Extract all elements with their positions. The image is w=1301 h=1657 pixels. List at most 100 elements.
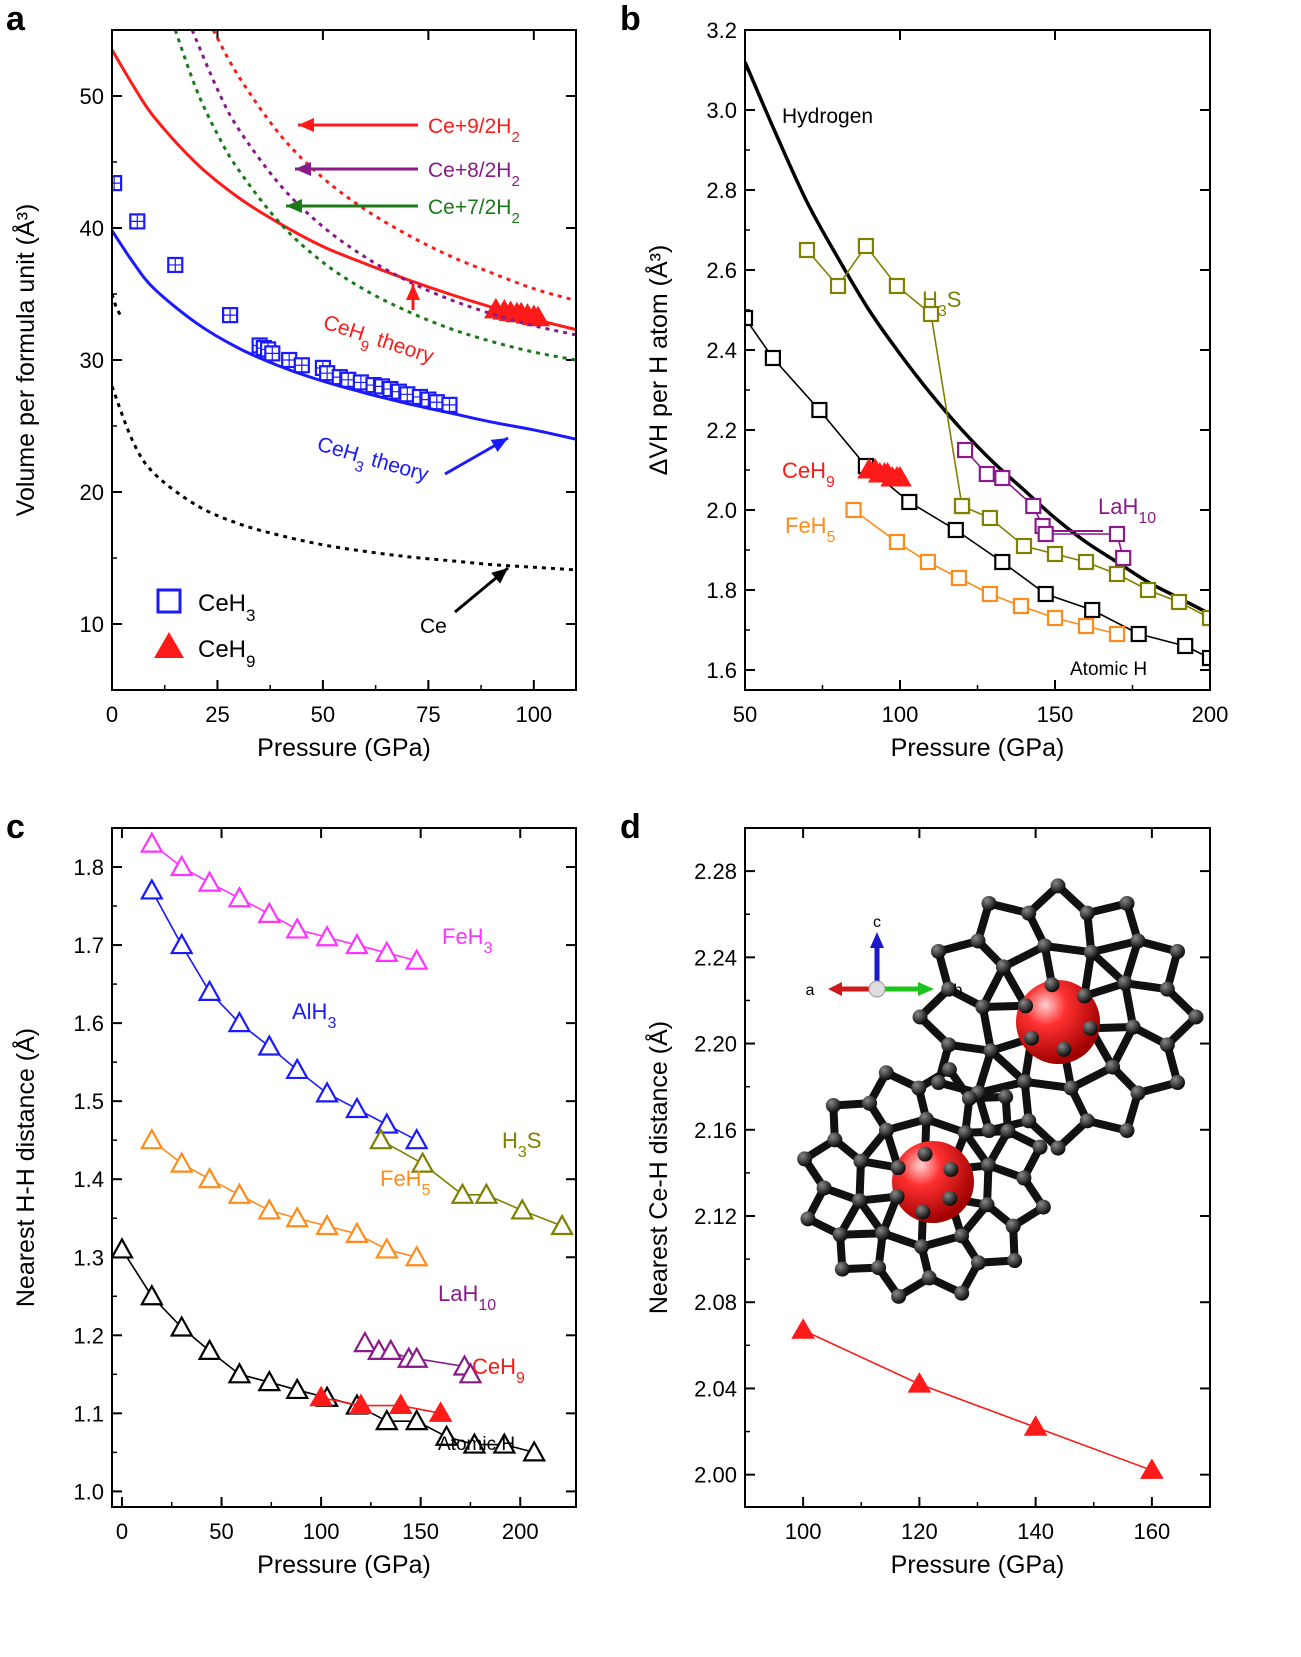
data-point xyxy=(404,948,429,970)
h-atom xyxy=(917,1146,933,1162)
data-point xyxy=(950,569,968,587)
plot-frame xyxy=(744,29,1211,691)
series-line xyxy=(320,1396,441,1415)
y-tick-label: 3.0 xyxy=(706,98,737,123)
axis-a-label: a xyxy=(806,982,815,999)
h-atom xyxy=(832,1227,848,1243)
series-line xyxy=(745,317,1210,659)
h-atom xyxy=(1125,1019,1141,1035)
series-h3s xyxy=(368,1127,574,1236)
x-tick-label: 0 xyxy=(106,702,118,727)
y-tick-label: 50 xyxy=(80,84,104,109)
data-point xyxy=(1170,593,1188,611)
data-point-cross xyxy=(130,214,145,229)
x-tick-label: 140 xyxy=(1017,1519,1054,1544)
arrow-ceh9-theory-head xyxy=(406,284,420,300)
h-atom xyxy=(1005,1218,1021,1234)
h-atom xyxy=(1119,895,1135,911)
data-point xyxy=(227,1182,252,1204)
annotation-ce: Ce xyxy=(420,615,447,638)
data-point xyxy=(798,241,816,259)
h-atom xyxy=(1021,1113,1037,1129)
h-atom xyxy=(878,1122,894,1138)
data-point xyxy=(285,1205,310,1228)
data-point xyxy=(434,1424,459,1446)
data-point xyxy=(550,1213,574,1236)
data-point xyxy=(169,932,194,955)
series-line xyxy=(853,509,1118,635)
series-atomic-h xyxy=(112,1237,547,1462)
h-atom xyxy=(834,1261,850,1277)
data-point xyxy=(510,1198,535,1220)
data-point xyxy=(309,1385,333,1407)
y-tick-label: 1.8 xyxy=(73,855,104,880)
h-atom xyxy=(1079,905,1095,921)
h-atom xyxy=(1117,975,1133,991)
cage-bond xyxy=(1067,1063,1117,1093)
x-tick-label: 100 xyxy=(882,702,919,727)
cage-bond xyxy=(1108,1023,1138,1072)
panel-a: a 0 25 50 75 100 10 20 30 40 50 Pressure (GPa) Volum… xyxy=(6,0,577,762)
h-atom xyxy=(1035,1199,1051,1215)
h-atom xyxy=(851,1193,867,1209)
series-feh5 xyxy=(845,501,1126,643)
y-tick-label: 1.7 xyxy=(73,933,104,958)
axis-b-label: b xyxy=(954,982,963,999)
data-point xyxy=(227,885,252,908)
x-tick-label: 150 xyxy=(402,1519,439,1544)
data-point xyxy=(458,1362,483,1384)
h-atom xyxy=(954,1228,970,1244)
y-tick-label: 2.24 xyxy=(694,945,737,970)
h-atom xyxy=(1119,1123,1135,1139)
cage-illustration: c b a xyxy=(797,878,1204,1304)
h-atom xyxy=(827,1132,843,1148)
series-atomic-h xyxy=(745,309,1210,667)
annotation-feh3: FeH3 xyxy=(442,924,493,957)
annotation-ceh9-theory: CeH9 theory xyxy=(318,311,437,376)
data-point xyxy=(829,277,847,295)
h-atom xyxy=(1063,1080,1079,1096)
x-tick-label: 100 xyxy=(303,1519,340,1544)
data-point xyxy=(197,979,222,1001)
data-point xyxy=(791,1318,815,1339)
data-point xyxy=(315,1081,339,1103)
y-tick-label: 2.6 xyxy=(706,258,737,283)
data-point xyxy=(981,585,999,603)
h-atom xyxy=(1130,1085,1146,1101)
h-atom xyxy=(983,1043,999,1059)
arrow-ceh3-theory-head xyxy=(490,438,508,453)
y-tick-label: 20 xyxy=(80,480,104,505)
plot-area xyxy=(112,30,576,572)
h-atom xyxy=(1018,998,1034,1014)
x-tick-label: 200 xyxy=(1192,702,1229,727)
arrow-ce-7-2h2-head xyxy=(286,199,302,213)
data-point-cross xyxy=(223,308,238,323)
h-atom xyxy=(1000,1123,1016,1139)
h-atom xyxy=(797,1151,813,1167)
x-tick-label: 0 xyxy=(116,1519,128,1544)
series-ceh9 xyxy=(309,1385,453,1422)
h-atom xyxy=(1105,1059,1121,1075)
plot-area xyxy=(745,61,1210,667)
y-axis-label: Volume per formula unit (Å³) xyxy=(10,204,40,517)
data-point xyxy=(919,553,937,571)
h-atom xyxy=(1130,933,1146,949)
data-point xyxy=(1025,497,1042,515)
x-axis-label: Pressure (GPa) xyxy=(891,734,1065,762)
data-point xyxy=(978,465,995,483)
x-tick-label: 25 xyxy=(205,702,229,727)
y-axis-label: Nearest Ce-H distance (Å) xyxy=(643,1021,673,1314)
data-point xyxy=(112,1237,134,1259)
data-point xyxy=(462,1432,487,1454)
y-tick-label: 1.0 xyxy=(73,1479,104,1504)
h-atom xyxy=(921,1270,937,1286)
panel-label: d xyxy=(620,808,641,846)
y-tick-label: 2.4 xyxy=(706,338,737,363)
data-point-cross xyxy=(265,346,280,361)
data-point xyxy=(1130,625,1147,643)
series-line xyxy=(173,30,576,362)
h-atom xyxy=(995,959,1011,975)
legend-label-ceh3: CeH3 xyxy=(198,590,255,625)
axis-c-label: c xyxy=(873,914,881,931)
series-line xyxy=(151,842,417,962)
